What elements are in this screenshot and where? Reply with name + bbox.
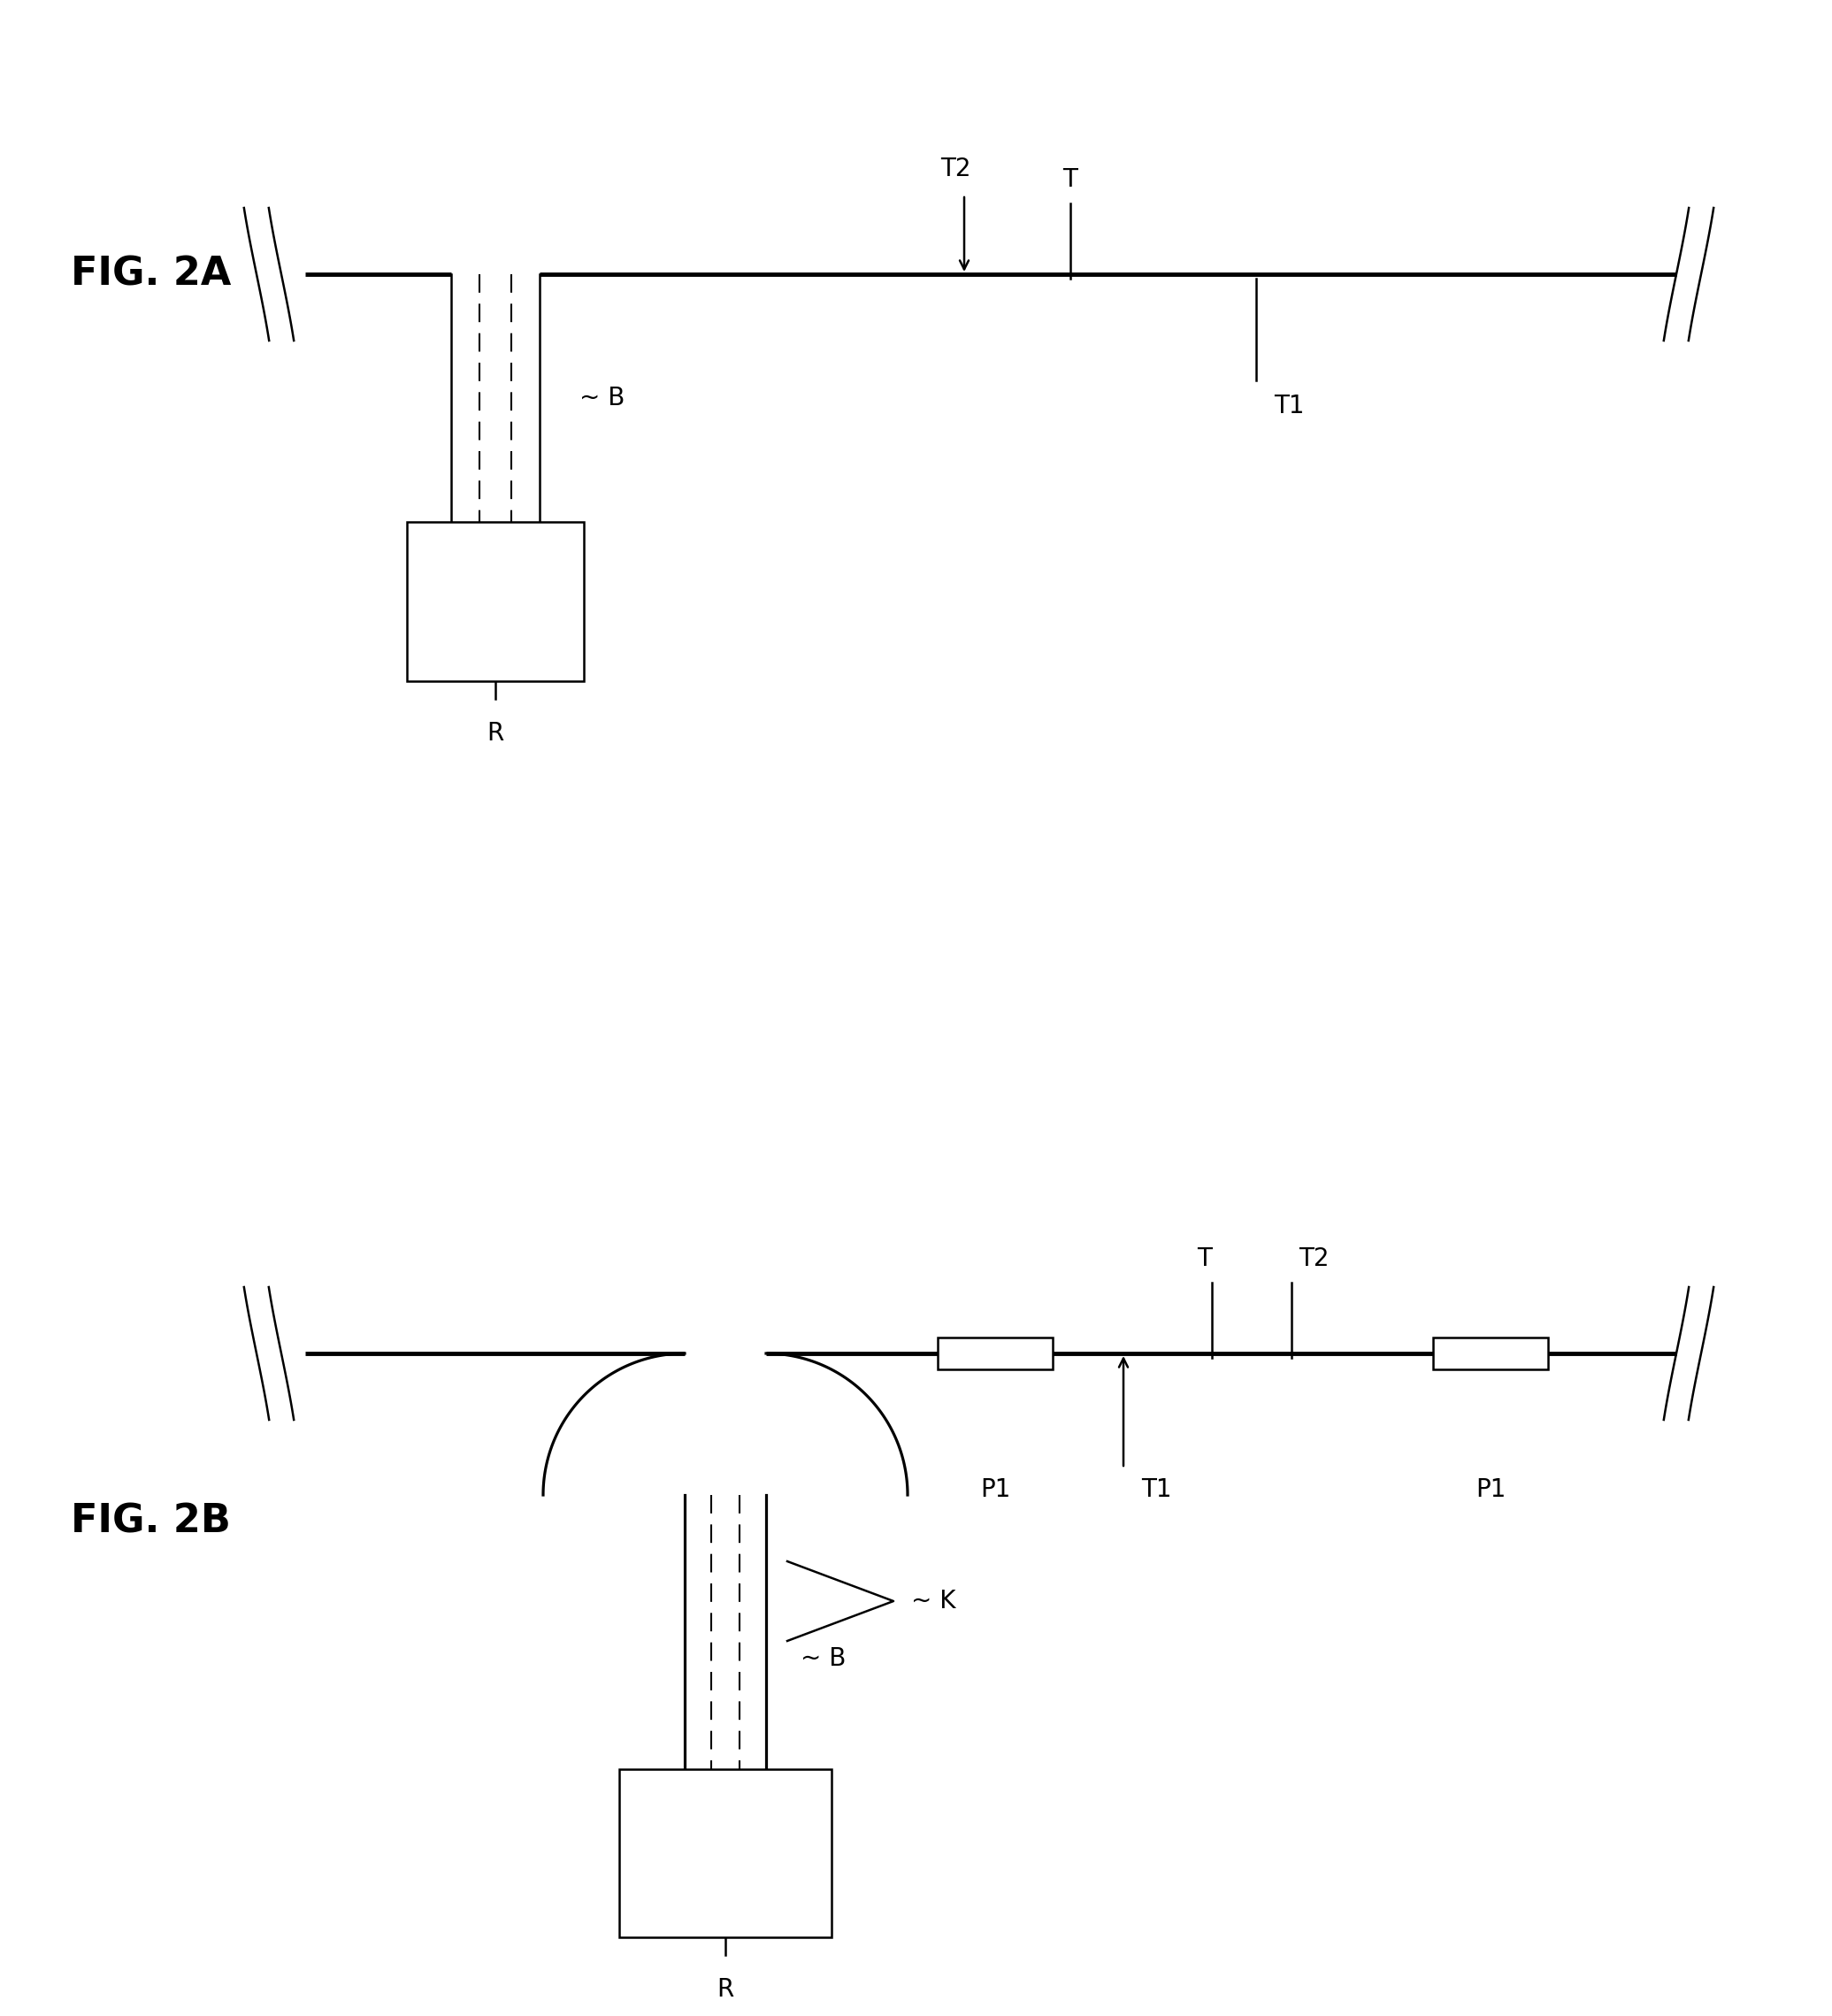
Text: ~ K: ~ K bbox=[911, 1589, 956, 1613]
Text: ~ B: ~ B bbox=[579, 385, 625, 411]
Bar bbox=[619, 1770, 832, 1937]
Text: ~ B: ~ B bbox=[801, 1647, 846, 1671]
Bar bbox=[938, 1337, 1053, 1369]
Text: T: T bbox=[1198, 1246, 1213, 1272]
Text: T2: T2 bbox=[1299, 1246, 1328, 1272]
Text: FIG. 2B: FIG. 2B bbox=[71, 1502, 231, 1540]
Bar bbox=[407, 522, 584, 681]
Text: FIG. 2A: FIG. 2A bbox=[71, 256, 231, 292]
Text: P1: P1 bbox=[980, 1478, 1011, 1502]
Text: R: R bbox=[487, 722, 504, 746]
Text: T1: T1 bbox=[1141, 1478, 1172, 1502]
Text: T2: T2 bbox=[940, 157, 971, 181]
Bar bbox=[1433, 1337, 1548, 1369]
Text: P1: P1 bbox=[1475, 1478, 1506, 1502]
Text: T1: T1 bbox=[1273, 393, 1304, 419]
Text: T: T bbox=[1063, 167, 1077, 192]
Text: R: R bbox=[716, 1978, 735, 2002]
